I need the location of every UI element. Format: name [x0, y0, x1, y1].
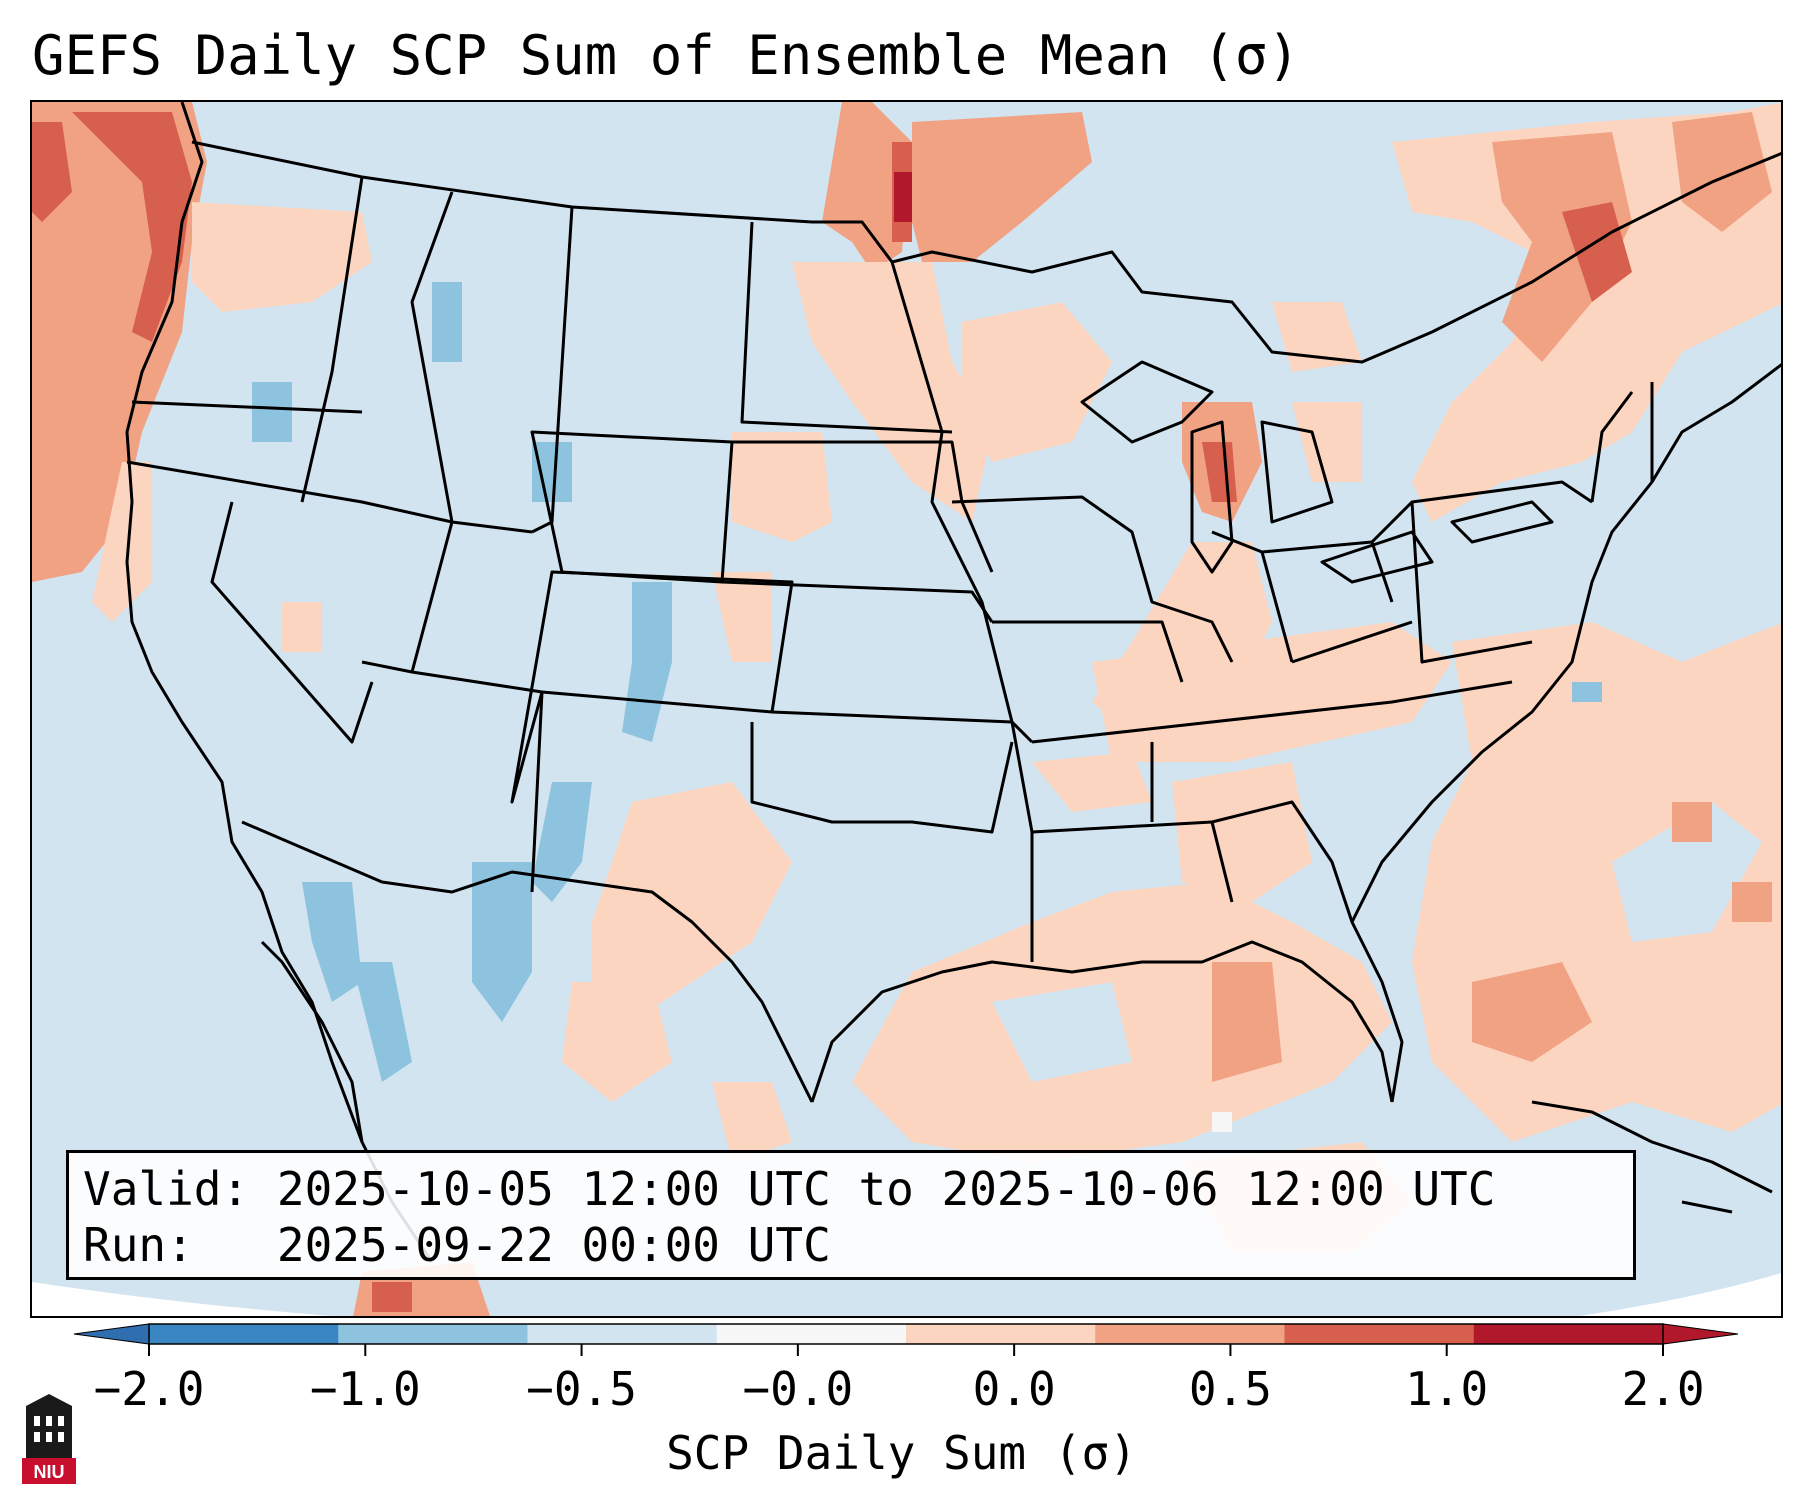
colorbar-tick-label: 0.5 [1188, 1362, 1272, 1416]
colorbar-extend-high [1662, 1323, 1739, 1345]
canada-border [191, 140, 1781, 364]
anomaly-atlantic [1412, 622, 1781, 1142]
anomaly-pacific-nw [32, 102, 372, 622]
colorbar-tick-label: 1.0 [1405, 1362, 1489, 1416]
map-panel [30, 100, 1783, 1318]
colorbar-segment [1284, 1324, 1475, 1344]
anomaly-northern-plains [732, 102, 1112, 542]
lake-erie [1320, 530, 1434, 584]
logo-text: NIU [34, 1462, 65, 1482]
projection-edge-right [1578, 1273, 1781, 1316]
colorbar-tick-label: 0.0 [972, 1362, 1056, 1416]
niu-logo: NIU [20, 1392, 78, 1486]
baja-coast [260, 940, 364, 1143]
valid-label: Valid: [83, 1162, 250, 1216]
chart-title: GEFS Daily SCP Sum of Ensemble Mean (σ) [32, 24, 1300, 87]
colorbar-segment [1473, 1324, 1664, 1344]
cuba-coast [1531, 1100, 1773, 1194]
colorbar [73, 1323, 1739, 1356]
colorbar-extend-low [73, 1323, 150, 1345]
valid-text: 2025-10-05 12:00 UTC to 2025-10-06 12:00… [276, 1162, 1496, 1216]
colorbar-tick-label: −1.0 [309, 1362, 421, 1416]
colorbar-outline [148, 1323, 1664, 1345]
anomaly-northeast [1272, 102, 1781, 522]
run-text: 2025-09-22 00:00 UTC [276, 1218, 831, 1272]
colorbar-segment [527, 1324, 718, 1344]
projection-edge-left [32, 1282, 332, 1316]
gulf-coast [810, 940, 1394, 1103]
anomaly-negative [252, 282, 1602, 1132]
colorbar-tick-label: −2.0 [93, 1362, 205, 1416]
colorbar-tick-label: −0.0 [742, 1362, 854, 1416]
boundaries [125, 102, 1781, 1263]
mexico-border [241, 820, 814, 1103]
lake-superior [1080, 360, 1214, 444]
colorbar-segment [906, 1324, 1096, 1344]
anomaly-ohio-valley [1032, 542, 1452, 902]
map-canvas [32, 102, 1781, 1316]
lake-huron [1260, 420, 1334, 524]
anomaly-texas [282, 572, 792, 1316]
colorbar-segment [1095, 1324, 1285, 1344]
atlantic-coast [1350, 363, 1781, 1103]
colorbar-tick-label: −0.5 [526, 1362, 637, 1416]
colorbar-segment [338, 1324, 528, 1344]
lake-michigan [1190, 420, 1234, 574]
valid-run-box: Valid: 2025-10-05 12:00 UTC to 2025-10-0… [66, 1150, 1636, 1280]
colorbar-segment [149, 1324, 339, 1344]
colorbar-segment [716, 1324, 907, 1344]
colorbar-label: SCP Daily Sum (σ) [666, 1426, 1137, 1480]
pacific-coastline [125, 102, 434, 1263]
lake-ontario [1450, 500, 1554, 544]
colorbar-tick-label: 2.0 [1621, 1362, 1705, 1416]
run-label: Run: [83, 1218, 194, 1272]
